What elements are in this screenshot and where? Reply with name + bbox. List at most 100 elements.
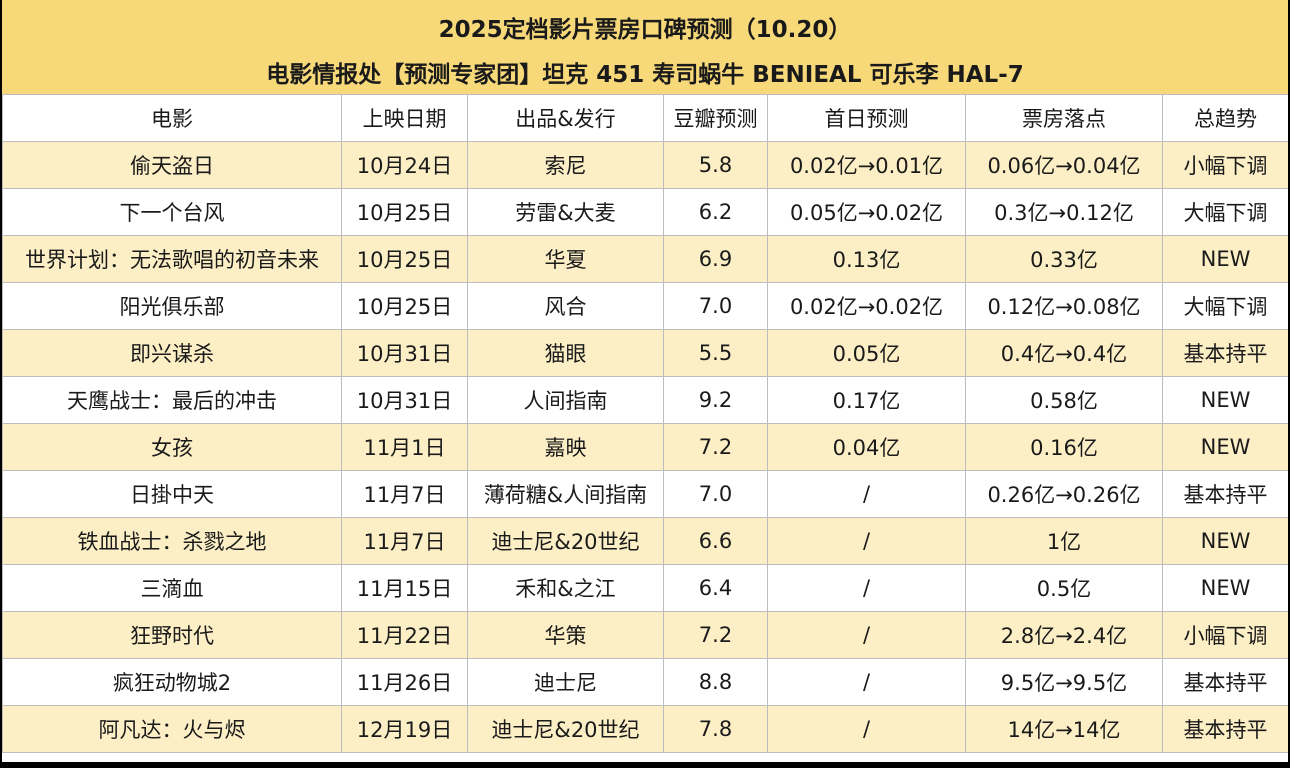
distributor-cell: 索尼	[467, 141, 664, 189]
opening-day-cell: /	[767, 517, 966, 565]
trend-cell: 基本持平	[1162, 329, 1288, 377]
movie-cell: 阿凡达：火与烬	[2, 705, 342, 753]
douban-cell: 5.8	[663, 141, 768, 189]
table-row: 狂野时代 11月22日 华策 7.2/2.8亿→2.4亿 小幅下调	[2, 611, 1288, 659]
box-office-cell: 2.8亿→2.4亿	[965, 611, 1163, 659]
release-date-cell: 10月25日	[341, 235, 468, 283]
release-date-cell: 10月25日	[341, 188, 468, 236]
douban-cell: 8.8	[663, 658, 768, 706]
movie-cell: 偷天盗日	[2, 141, 342, 189]
distributor-cell: 华策	[467, 611, 664, 659]
box-office-cell: 1亿	[965, 517, 1163, 565]
distributor-cell: 迪士尼&20世纪	[467, 517, 664, 565]
trend-cell: NEW	[1162, 517, 1288, 565]
movie-cell: 阳光俱乐部	[2, 282, 342, 330]
table-row: 疯狂动物城2 11月26日 迪士尼 8.8/9.5亿→9.5亿 基本持平	[2, 658, 1288, 706]
box-office-cell: 0.4亿→0.4亿	[965, 329, 1163, 377]
page-subtitle: 电影情报处【预测专家团】坦克 451 寿司蜗牛 BENIEAL 可乐李 HAL-…	[266, 62, 1024, 88]
box-office-cell: 0.3亿→0.12亿	[965, 188, 1163, 236]
table-row: 偷天盗日 10月24日 索尼 5.8 0.02亿→0.01亿 0.06亿→0.04亿 小幅下…	[2, 141, 1288, 189]
trend-cell: 基本持平	[1162, 470, 1288, 518]
movie-cell: 日掛中天	[2, 470, 342, 518]
bottom-border	[0, 762, 1290, 768]
table-row: 日掛中天 11月7日 薄荷糖&人间指南 7.0/0.26亿→0.26亿 基本持平	[2, 470, 1288, 518]
opening-day-cell: 0.05亿	[767, 329, 966, 377]
release-date-cell: 11月22日	[341, 611, 468, 659]
movie-cell: 即兴谋杀	[2, 329, 342, 377]
douban-cell: 5.5	[663, 329, 768, 377]
douban-cell: 7.2	[663, 611, 768, 659]
douban-cell: 7.0	[663, 282, 768, 330]
opening-day-cell: /	[767, 564, 966, 612]
opening-day-cell: 0.05亿→0.02亿	[767, 188, 966, 236]
trend-cell: NEW	[1162, 564, 1288, 612]
release-date-cell: 10月31日	[341, 329, 468, 377]
opening-day-cell: /	[767, 705, 966, 753]
distributor-cell: 迪士尼	[467, 658, 664, 706]
movie-cell: 铁血战士：杀戮之地	[2, 517, 342, 565]
release-date-cell: 10月24日	[341, 141, 468, 189]
opening-day-cell: 0.17亿	[767, 376, 966, 424]
table-row: 世界计划：无法歌唱的初音未来 10月25日 华夏 6.9 0.13亿 0.33亿 NEW	[2, 235, 1288, 283]
opening-day-cell: /	[767, 658, 966, 706]
movie-cell: 疯狂动物城2	[2, 658, 342, 706]
box-office-cell: 14亿→14亿	[965, 705, 1163, 753]
table-row: 三滴血 11月15日 禾和&之江 6.4/0.5亿 NEW	[2, 564, 1288, 612]
opening-day-cell: 0.02亿→0.01亿	[767, 141, 966, 189]
box-office-cell: 0.26亿→0.26亿	[965, 470, 1163, 518]
release-date-cell: 10月31日	[341, 376, 468, 424]
table-row: 即兴谋杀 10月31日 猫眼 5.5 0.05亿 0.4亿→0.4亿 基本持平	[2, 329, 1288, 377]
col-header-distributor: 出品&发行	[467, 94, 664, 142]
release-date-cell: 10月25日	[341, 282, 468, 330]
movie-cell: 下一个台风	[2, 188, 342, 236]
release-date-cell: 11月7日	[341, 470, 468, 518]
douban-cell: 7.0	[663, 470, 768, 518]
movie-cell: 天鹰战士：最后的冲击	[2, 376, 342, 424]
trend-cell: 基本持平	[1162, 658, 1288, 706]
douban-cell: 7.2	[663, 423, 768, 471]
table-row: 天鹰战士：最后的冲击 10月31日 人间指南 9.2 0.17亿 0.58亿 NEW	[2, 376, 1288, 424]
opening-day-cell: 0.13亿	[767, 235, 966, 283]
distributor-cell: 华夏	[467, 235, 664, 283]
col-header-opening-day: 首日预测	[767, 94, 966, 142]
release-date-cell: 11月7日	[341, 517, 468, 565]
table-row: 下一个台风 10月25日 劳雷&大麦 6.2 0.05亿→0.02亿 0.3亿→0.12亿…	[2, 188, 1288, 236]
box-office-cell: 0.33亿	[965, 235, 1163, 283]
col-header-box-office: 票房落点	[965, 94, 1163, 142]
distributor-cell: 猫眼	[467, 329, 664, 377]
box-office-cell: 0.58亿	[965, 376, 1163, 424]
douban-cell: 6.6	[663, 517, 768, 565]
movie-cell: 女孩	[2, 423, 342, 471]
table-header-row: 电影 上映日期 出品&发行 豆瓣预测 首日预测 票房落点 总趋势	[2, 94, 1288, 142]
col-header-douban: 豆瓣预测	[663, 94, 768, 142]
trend-cell: NEW	[1162, 376, 1288, 424]
box-office-cell: 0.12亿→0.08亿	[965, 282, 1163, 330]
trend-cell: 大幅下调	[1162, 188, 1288, 236]
opening-day-cell: 0.04亿	[767, 423, 966, 471]
douban-cell: 9.2	[663, 376, 768, 424]
douban-cell: 6.4	[663, 564, 768, 612]
trend-cell: NEW	[1162, 423, 1288, 471]
opening-day-cell: /	[767, 611, 966, 659]
trend-cell: 小幅下调	[1162, 141, 1288, 189]
box-office-cell: 0.06亿→0.04亿	[965, 141, 1163, 189]
col-header-trend: 总趋势	[1162, 94, 1288, 142]
movie-cell: 狂野时代	[2, 611, 342, 659]
distributor-cell: 薄荷糖&人间指南	[467, 470, 664, 518]
opening-day-cell: 0.02亿→0.02亿	[767, 282, 966, 330]
trend-cell: 大幅下调	[1162, 282, 1288, 330]
table-row: 女孩 11月1日 嘉映 7.2 0.04亿 0.16亿 NEW	[2, 423, 1288, 471]
release-date-cell: 11月15日	[341, 564, 468, 612]
forecast-table: 电影 上映日期 出品&发行 豆瓣预测 首日预测 票房落点 总趋势 偷天盗日 10月…	[2, 94, 1288, 753]
box-office-cell: 9.5亿→9.5亿	[965, 658, 1163, 706]
release-date-cell: 11月1日	[341, 423, 468, 471]
douban-cell: 7.8	[663, 705, 768, 753]
distributor-cell: 禾和&之江	[467, 564, 664, 612]
trend-cell: 小幅下调	[1162, 611, 1288, 659]
table-row: 阳光俱乐部 10月25日 风合 7.0 0.02亿→0.02亿 0.12亿→0.08亿 大幅…	[2, 282, 1288, 330]
col-header-movie: 电影	[2, 94, 342, 142]
movie-cell: 世界计划：无法歌唱的初音未来	[2, 235, 342, 283]
distributor-cell: 风合	[467, 282, 664, 330]
table-row: 阿凡达：火与烬 12月19日 迪士尼&20世纪 7.8/14亿→14亿 基本持平	[2, 705, 1288, 753]
